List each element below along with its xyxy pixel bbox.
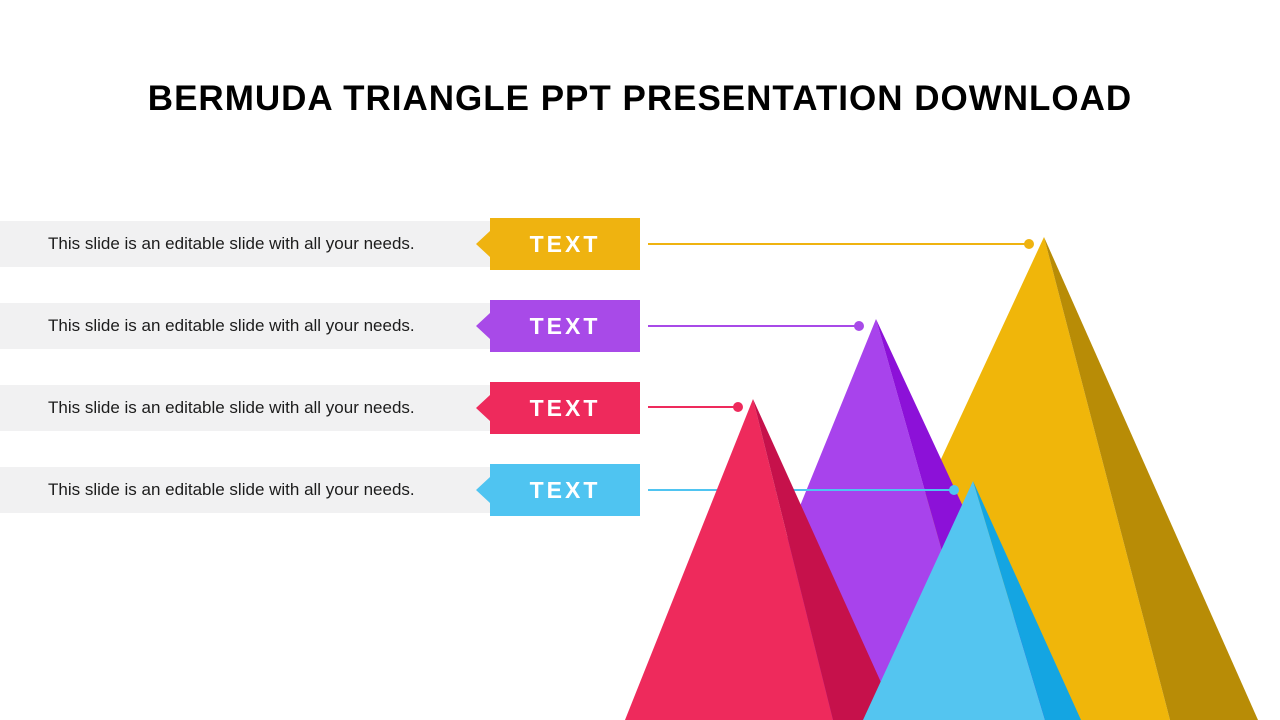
row-label-tag[interactable]: TEXT bbox=[476, 464, 640, 516]
connector-dot-yellow bbox=[1024, 239, 1034, 249]
row-label-text: TEXT bbox=[529, 312, 601, 339]
row-item-yellow: This slide is an editable slide with all… bbox=[0, 218, 640, 270]
slide-title[interactable]: BERMUDA TRIANGLE PPT PRESENTATION DOWNLO… bbox=[147, 79, 1133, 118]
row-label-tag[interactable]: TEXT bbox=[476, 218, 640, 270]
connector-dot-pink bbox=[733, 402, 743, 412]
triangle-pink-front-face bbox=[625, 399, 833, 720]
row-label-text: TEXT bbox=[529, 230, 601, 257]
row-item-blue: This slide is an editable slide with all… bbox=[0, 464, 640, 516]
triangle-yellow-side-face bbox=[1044, 237, 1258, 720]
row-description-bar[interactable]: This slide is an editable slide with all… bbox=[0, 467, 502, 513]
triangle-pink-side-face bbox=[753, 399, 898, 720]
connector-dot-blue bbox=[949, 485, 959, 495]
row-description-bar[interactable]: This slide is an editable slide with all… bbox=[0, 303, 502, 349]
row-description: This slide is an editable slide with all… bbox=[48, 398, 415, 417]
row-description: This slide is an editable slide with all… bbox=[48, 480, 415, 499]
row-label-tag[interactable]: TEXT bbox=[476, 382, 640, 434]
connector-dot-purple bbox=[854, 321, 864, 331]
row-description: This slide is an editable slide with all… bbox=[48, 234, 415, 253]
triangle-blue-side-face bbox=[973, 481, 1081, 720]
row-description-bar[interactable]: This slide is an editable slide with all… bbox=[0, 221, 502, 267]
row-label-tag[interactable]: TEXT bbox=[476, 300, 640, 352]
row-label-text: TEXT bbox=[529, 476, 601, 503]
triangle-blue-front-face bbox=[863, 481, 1045, 720]
row-label-text: TEXT bbox=[529, 394, 601, 421]
row-item-pink: This slide is an editable slide with all… bbox=[0, 382, 640, 434]
row-description-bar[interactable]: This slide is an editable slide with all… bbox=[0, 385, 502, 431]
row-item-purple: This slide is an editable slide with all… bbox=[0, 300, 640, 352]
row-description: This slide is an editable slide with all… bbox=[48, 316, 415, 335]
